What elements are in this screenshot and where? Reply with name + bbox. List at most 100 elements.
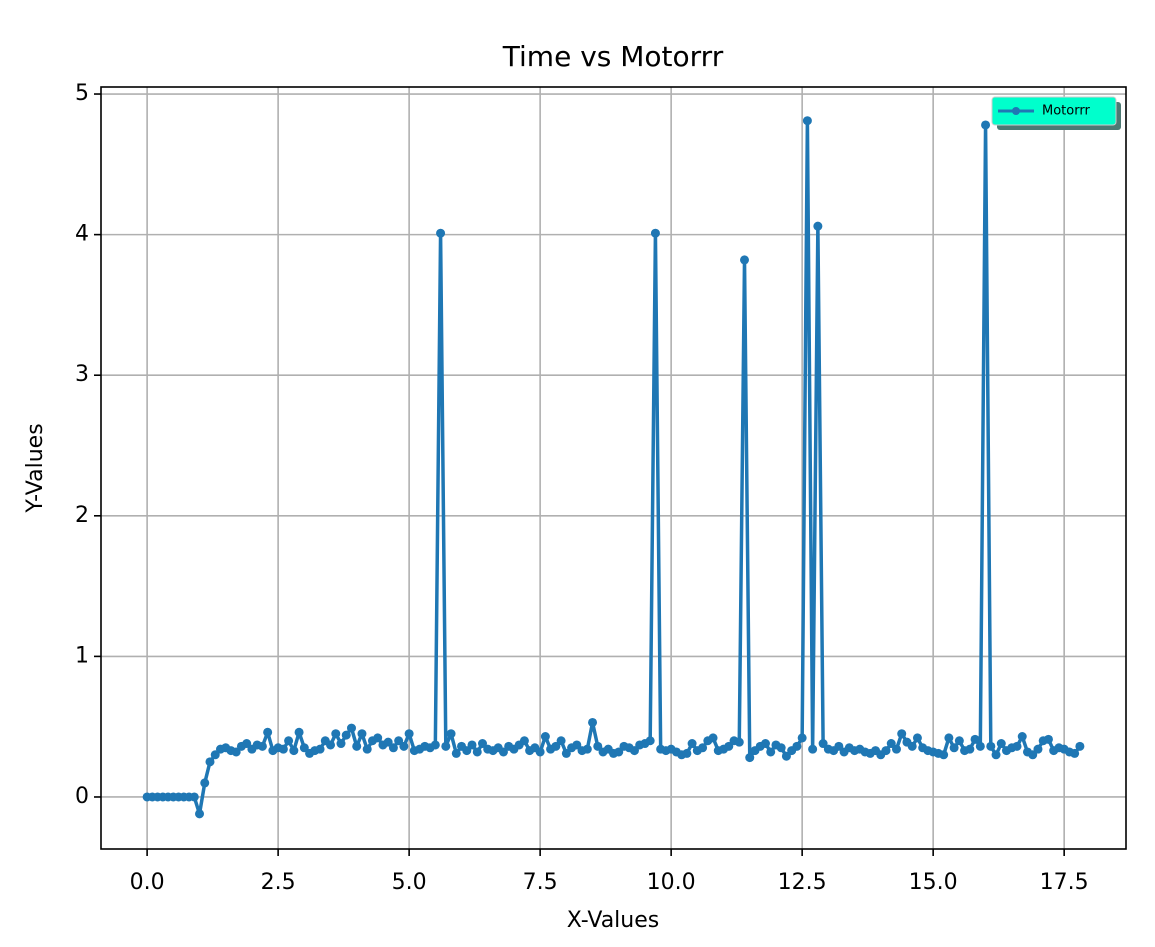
data-point [441, 741, 451, 751]
data-point [535, 747, 545, 757]
data-point [352, 741, 362, 751]
data-point [944, 733, 954, 743]
y-tick-label: 1 [75, 643, 89, 668]
y-tick-label: 3 [75, 362, 89, 387]
data-point [430, 740, 440, 750]
data-point [745, 753, 755, 763]
data-point [645, 736, 655, 746]
data-point [472, 747, 482, 757]
data-point [373, 733, 383, 743]
x-tick-label: 5.0 [392, 870, 427, 895]
data-point [650, 228, 660, 238]
x-tick-label: 17.5 [1040, 870, 1089, 895]
data-point [346, 723, 356, 733]
data-point [362, 744, 372, 754]
data-point [1012, 741, 1022, 751]
data-point [278, 744, 288, 754]
data-point [629, 746, 639, 756]
data-point [881, 746, 891, 756]
data-point [446, 729, 456, 739]
data-point [708, 733, 718, 743]
data-point [593, 741, 603, 751]
data-point [399, 741, 409, 751]
data-point [818, 739, 828, 749]
y-tick-label: 0 [75, 784, 89, 809]
data-point [991, 750, 1001, 760]
data-point [451, 748, 461, 758]
data-point [195, 809, 205, 819]
data-point [797, 733, 807, 743]
data-point [561, 748, 571, 758]
data-point [975, 741, 985, 751]
data-point [284, 736, 294, 746]
y-axis-label: Y-Values [23, 423, 48, 513]
data-point [970, 734, 980, 744]
data-point [760, 739, 770, 749]
data-point [404, 729, 414, 739]
data-point [1043, 734, 1053, 744]
data-point [724, 741, 734, 751]
data-point [1070, 748, 1080, 758]
data-point [556, 736, 566, 746]
data-point [834, 741, 844, 751]
data-point [540, 732, 550, 742]
data-point [981, 120, 991, 130]
chart-title: Time vs Motorrr [502, 40, 724, 73]
data-point [551, 741, 561, 751]
data-line [147, 118, 1082, 816]
data-point [907, 741, 917, 751]
data-point [582, 744, 592, 754]
data-point [231, 747, 241, 757]
y-tick-label: 5 [75, 81, 89, 106]
data-point [477, 739, 487, 749]
data-point [462, 746, 472, 756]
data-point [886, 739, 896, 749]
plot-frame [100, 86, 1127, 850]
x-tick-label: 15.0 [909, 870, 958, 895]
data-point [294, 727, 304, 737]
data-point [331, 729, 341, 739]
x-tick-label: 12.5 [778, 870, 827, 895]
data-point [808, 744, 818, 754]
data-point [336, 739, 346, 749]
data-point [1028, 750, 1038, 760]
data-point [986, 741, 996, 751]
data-point [698, 743, 708, 753]
y-tick-label: 2 [75, 503, 89, 528]
data-point [326, 740, 336, 750]
x-tick-label: 7.5 [523, 870, 558, 895]
data-point [939, 750, 949, 760]
data-point [588, 717, 598, 727]
data-point [740, 255, 750, 265]
data-point [263, 727, 273, 737]
data-point [965, 744, 975, 754]
data-point [299, 743, 309, 753]
data-point [200, 778, 210, 788]
data-point [436, 228, 446, 238]
data-point [467, 740, 477, 750]
data-point [682, 748, 692, 758]
data-point [687, 739, 697, 749]
data-point [949, 743, 959, 753]
data-point [776, 743, 786, 753]
data-point [388, 743, 398, 753]
data-point [614, 747, 624, 757]
data-point [813, 221, 823, 231]
data-point [572, 740, 582, 750]
data-point [210, 750, 220, 760]
data-point [766, 747, 776, 757]
legend-box [991, 96, 1117, 126]
data-point [357, 729, 367, 739]
x-tick-label: 2.5 [261, 870, 296, 895]
data-point [792, 741, 802, 751]
data-point [1017, 732, 1027, 742]
data-point [242, 739, 252, 749]
legend-marker [1012, 107, 1020, 115]
data-point [289, 746, 299, 756]
data-point [1075, 741, 1085, 751]
x-tick-label: 10.0 [647, 870, 696, 895]
data-point [341, 730, 351, 740]
data-point [205, 757, 215, 767]
data-point [734, 737, 744, 747]
